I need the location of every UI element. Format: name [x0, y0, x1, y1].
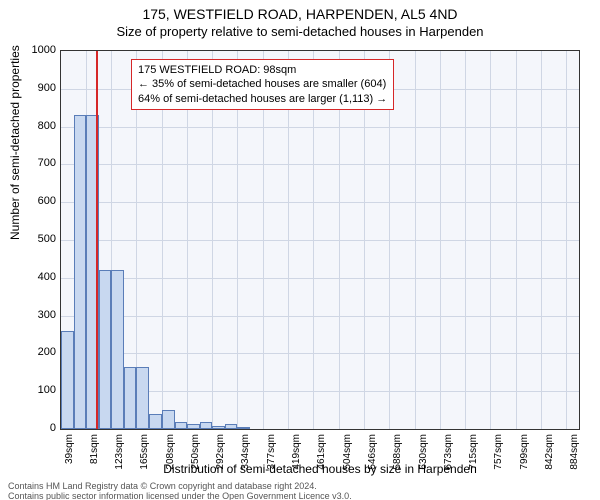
x-tick-label: 757sqm [493, 434, 504, 474]
chart-subtitle: Size of property relative to semi-detach… [0, 22, 600, 39]
x-tick-label: 292sqm [215, 434, 226, 474]
y-tick-label: 500 [38, 233, 56, 245]
x-tick-label: 39sqm [64, 434, 75, 474]
grid-line-v [440, 51, 441, 429]
grid-line-v [490, 51, 491, 429]
chart-container: { "title": "175, WESTFIELD ROAD, HARPEND… [0, 0, 600, 500]
x-tick-label: 504sqm [342, 434, 353, 474]
histogram-bar [162, 410, 175, 429]
histogram-bar [61, 331, 74, 429]
x-tick-label: 842sqm [544, 434, 555, 474]
x-tick-label: 334sqm [240, 434, 251, 474]
histogram-bar [111, 270, 124, 429]
annotation-box: 175 WESTFIELD ROAD: 98sqm← 35% of semi-d… [131, 59, 394, 110]
x-tick-label: 588sqm [392, 434, 403, 474]
grid-line-h [61, 127, 579, 128]
x-tick-label: 377sqm [266, 434, 277, 474]
y-tick-label: 600 [38, 195, 56, 207]
histogram-bar [175, 422, 188, 429]
highlight-line [96, 51, 98, 429]
histogram-bar [74, 115, 87, 429]
y-tick-label: 200 [38, 346, 56, 358]
grid-line-v [541, 51, 542, 429]
histogram-bar [187, 424, 200, 429]
y-tick-label: 700 [38, 157, 56, 169]
x-tick-label: 884sqm [569, 434, 580, 474]
grid-line-v [516, 51, 517, 429]
y-tick-label: 800 [38, 120, 56, 132]
histogram-bar [225, 424, 238, 429]
grid-line-h [61, 240, 579, 241]
x-tick-label: 81sqm [89, 434, 100, 474]
x-tick-label: 630sqm [418, 434, 429, 474]
x-tick-label: 799sqm [519, 434, 530, 474]
y-tick-label: 900 [38, 82, 56, 94]
x-tick-label: 546sqm [367, 434, 378, 474]
x-tick-label: 673sqm [443, 434, 454, 474]
annotation-line: 175 WESTFIELD ROAD: 98sqm [138, 63, 387, 77]
histogram-bar [237, 427, 250, 429]
chart-title: 175, WESTFIELD ROAD, HARPENDEN, AL5 4ND [0, 0, 600, 22]
x-tick-label: 165sqm [139, 434, 150, 474]
x-tick-label: 419sqm [291, 434, 302, 474]
histogram-bar [136, 367, 149, 429]
footer-text: Contains HM Land Registry data © Crown c… [8, 482, 352, 500]
x-tick-label: 123sqm [114, 434, 125, 474]
y-tick-label: 100 [38, 384, 56, 396]
grid-line-v [415, 51, 416, 429]
annotation-line: 64% of semi-detached houses are larger (… [138, 92, 387, 106]
annotation-line: ← 35% of semi-detached houses are smalle… [138, 77, 387, 91]
y-tick-label: 1000 [32, 44, 56, 56]
x-tick-label: 461sqm [316, 434, 327, 474]
grid-line-h [61, 278, 579, 279]
y-tick-label: 300 [38, 309, 56, 321]
histogram-bar [200, 422, 213, 429]
histogram-bar [99, 270, 112, 429]
grid-line-h [61, 353, 579, 354]
x-tick-label: 715sqm [468, 434, 479, 474]
y-tick-label: 0 [50, 422, 56, 434]
histogram-bar [149, 414, 162, 429]
y-axis-label: Number of semi-detached properties [8, 45, 22, 240]
grid-line-v [566, 51, 567, 429]
grid-line-v [465, 51, 466, 429]
histogram-bar [212, 426, 225, 429]
x-tick-label: 208sqm [165, 434, 176, 474]
x-tick-label: 250sqm [190, 434, 201, 474]
y-tick-label: 400 [38, 271, 56, 283]
grid-line-h [61, 316, 579, 317]
grid-line-h [61, 164, 579, 165]
histogram-bar [124, 367, 137, 429]
plot-area: 175 WESTFIELD ROAD: 98sqm← 35% of semi-d… [60, 50, 580, 430]
grid-line-h [61, 202, 579, 203]
